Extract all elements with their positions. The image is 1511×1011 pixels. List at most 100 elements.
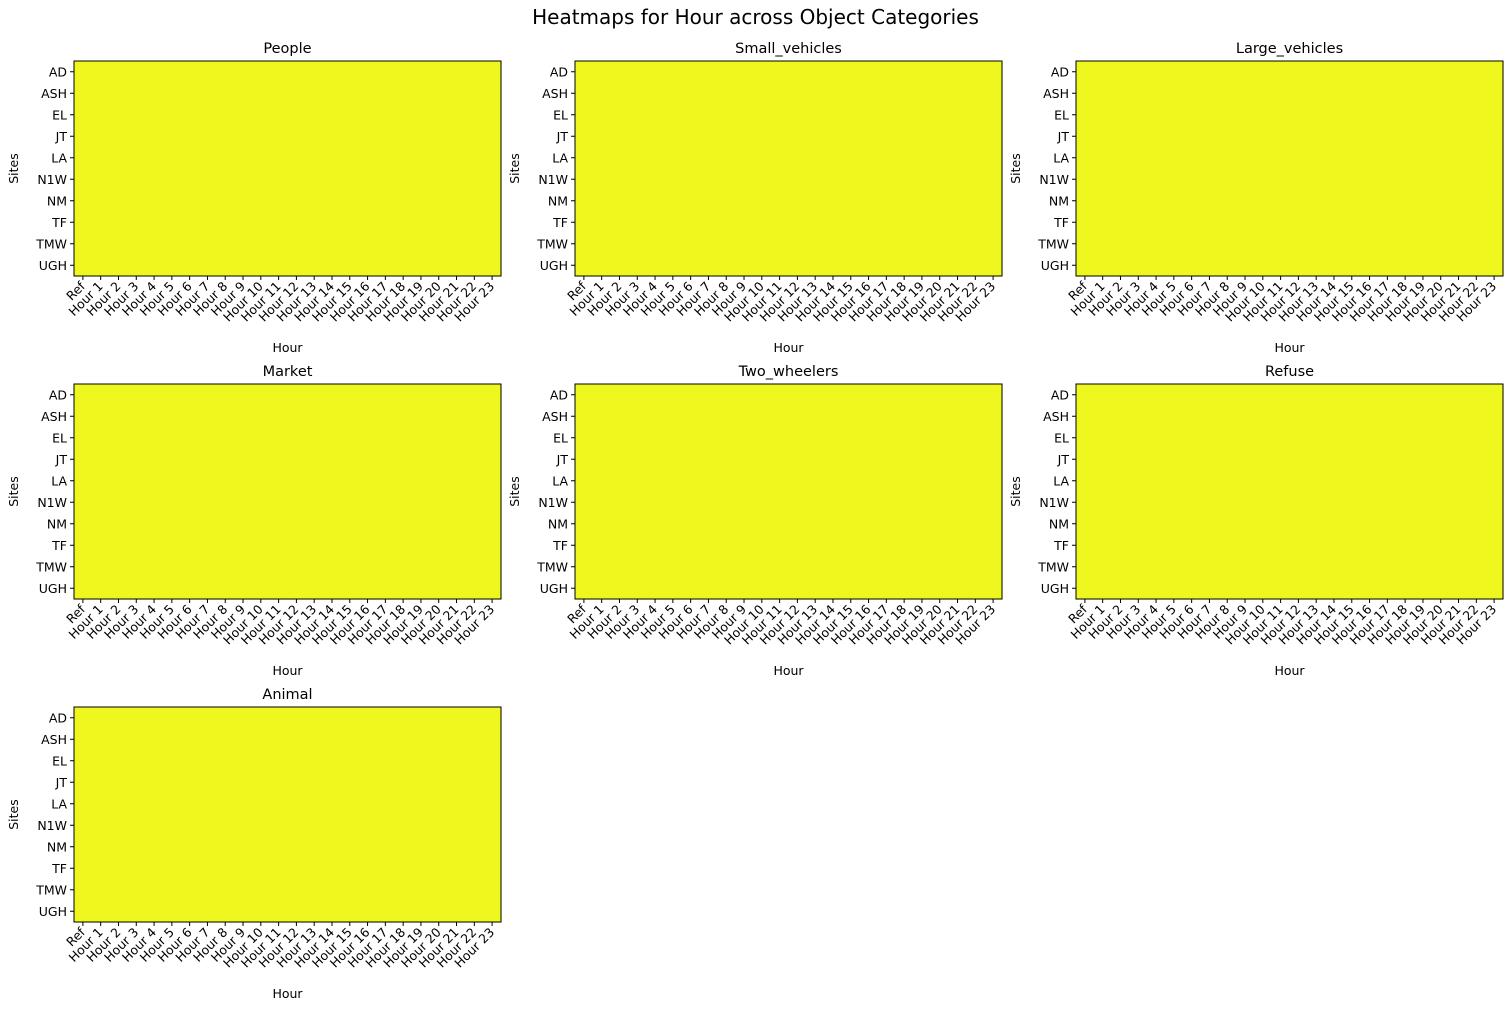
heatmap-cell [859,168,879,191]
heatmap-cell [930,125,950,148]
heatmap-cell [1218,513,1237,536]
heatmap-cell [429,728,449,751]
heatmap-cell [269,857,289,880]
heatmap-cell [216,879,235,902]
heatmap-cell [913,190,932,213]
heatmap-cell [394,793,413,816]
heatmap-cell [913,254,932,277]
heatmap-cell [323,534,342,557]
heatmap-cell [323,168,342,191]
heatmap-cell [447,577,467,600]
heatmap-cell [376,513,395,536]
heatmap-cell [358,707,378,730]
y-axis-label: Sites [507,476,522,507]
heatmap-cell [1164,254,1184,277]
heatmap-cell [1414,470,1433,493]
heatmap-cell [699,491,718,514]
heatmap-cell [1307,470,1326,493]
heatmap-cell [127,534,146,557]
y-tick-label: EL [52,107,67,122]
heatmap-cell [1414,104,1433,127]
heatmap-cell [592,190,612,213]
figure-title: Heatmaps for Hour across Object Categori… [532,5,979,29]
heatmap-cell [216,707,235,730]
heatmap-cell [287,556,306,579]
heatmap-cell [895,190,914,213]
heatmap-cell [429,556,449,579]
heatmap-cell [216,61,235,84]
heatmap-cell [824,534,843,557]
heatmap-cell [1467,427,1486,450]
heatmap-cell [1396,254,1415,277]
heatmap-cell [305,254,324,277]
heatmap-cell [788,491,807,514]
heatmap-cell [216,233,235,256]
heatmap-cell [752,384,772,407]
heatmap-cell [91,793,111,816]
heatmap-cell [1076,147,1095,170]
heatmap-cell [770,534,790,557]
heatmap-cell [1200,233,1219,256]
heatmap-cell [1129,577,1148,600]
heatmap-cell [1449,147,1469,170]
heatmap-cell [1414,448,1433,471]
heatmap-cell [483,707,502,730]
heatmap-cell [162,168,182,191]
heatmap-cell [180,147,200,170]
heatmap-cell [788,448,807,471]
heatmap-cell [948,254,968,277]
heatmap-cell [376,750,395,773]
heatmap-cell [966,491,985,514]
heatmap-cell [788,104,807,127]
heatmap-cell [1182,82,1202,105]
heatmap-cell [1307,168,1326,191]
heatmap-cell [1271,405,1291,428]
y-tick-label: EL [52,753,67,768]
heatmap-cell [483,793,502,816]
heatmap-cell [358,104,378,127]
heatmap-cell [1449,254,1469,277]
heatmap-cell [305,405,324,428]
heatmap-cell [216,534,235,557]
heatmap-cell [859,405,879,428]
heatmap-cell [1111,384,1130,407]
heatmap-cell [1360,513,1380,536]
heatmap-cell [1271,104,1291,127]
heatmap-cell [305,707,324,730]
heatmap-cell [323,513,342,536]
heatmap-cell [1325,82,1344,105]
heatmap-cell [1449,427,1469,450]
heatmap-cell [1414,61,1433,84]
heatmap-cell [806,534,825,557]
heatmap-cell [1200,104,1219,127]
heatmap-cell [806,470,825,493]
heatmap-cell [198,61,217,84]
panel-title: Large_vehicles [1236,41,1343,57]
heatmap-cell [1414,427,1433,450]
heatmap-cell [180,190,200,213]
heatmap-cell [198,556,217,579]
heatmap-cell [287,405,306,428]
heatmap-cell [1076,82,1095,105]
heatmap-cell [74,707,93,730]
heatmap-cell [610,254,629,277]
heatmap-cell [735,147,754,170]
heatmap-cell [628,104,647,127]
heatmap-cell [895,556,914,579]
heatmap-cell [180,707,200,730]
heatmap-cell [340,728,360,751]
heatmap-cell [109,384,128,407]
heatmap-cell [376,793,395,816]
heatmap-cell [465,814,484,837]
heatmap-cell [646,211,665,234]
heatmap-cell [752,470,772,493]
y-axis-label: Sites [6,153,21,184]
heatmap-cell [465,556,484,579]
heatmap-cell [394,82,413,105]
heatmap-cell [699,556,718,579]
heatmap-cell [412,707,431,730]
heatmap-cell [1307,233,1326,256]
heatmap-cell [180,793,200,816]
y-tick-label: LA [51,473,67,488]
heatmap-cell [1253,577,1273,600]
